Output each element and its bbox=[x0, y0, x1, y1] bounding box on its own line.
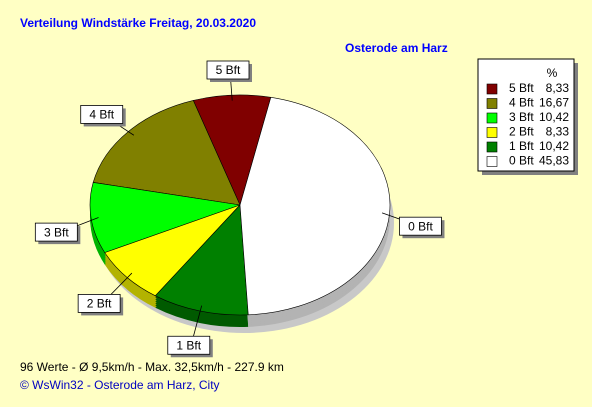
legend-label: 5 Bft bbox=[509, 81, 534, 95]
legend-label: 0 Bft bbox=[509, 154, 534, 168]
label-box bbox=[206, 60, 250, 80]
label-box bbox=[80, 105, 124, 124]
legend-value: 8,33 bbox=[546, 125, 570, 139]
legend-value: 10,42 bbox=[539, 139, 569, 153]
legend-swatch bbox=[486, 141, 498, 153]
slice-label: 4 Bft bbox=[89, 108, 114, 122]
slice-label: 2 Bft bbox=[87, 297, 112, 311]
slice-label: 1 Bft bbox=[176, 338, 201, 352]
footer: 96 Werte - Ø 9,5km/h - Max. 32,5km/h - 2… bbox=[20, 360, 284, 374]
legend-swatch bbox=[486, 127, 498, 138]
legend-swatch bbox=[486, 156, 498, 167]
label-box bbox=[77, 294, 121, 313]
legend-swatch bbox=[486, 112, 498, 124]
label-box bbox=[167, 335, 211, 355]
legend-swatch bbox=[486, 83, 498, 95]
slice-label: 5 Bft bbox=[216, 63, 241, 77]
legend-label: 4 Bft bbox=[509, 96, 534, 110]
slice-label: 0 Bft bbox=[408, 219, 433, 233]
chart-title: Verteilung Windstärke Freitag, 20.03.202… bbox=[20, 16, 256, 30]
legend-label: 2 Bft bbox=[509, 125, 534, 139]
pie-slice bbox=[154, 204, 249, 316]
pie-slice bbox=[89, 182, 241, 253]
legend-value: 10,42 bbox=[539, 110, 569, 124]
legend-value: 16,67 bbox=[539, 96, 569, 110]
slice-label: 3 Bft bbox=[44, 225, 69, 239]
credit: © WsWin32 - Osterode am Harz, City bbox=[20, 378, 220, 392]
legend-value: 45,83 bbox=[539, 154, 569, 168]
legend-value: 8,33 bbox=[546, 81, 570, 95]
label-box bbox=[399, 216, 442, 236]
pie-slice bbox=[239, 97, 391, 316]
label-box bbox=[34, 222, 78, 242]
legend-swatch bbox=[486, 98, 498, 109]
legend-title: % bbox=[547, 66, 558, 80]
chart-subtitle: Osterode am Harz bbox=[345, 41, 448, 55]
legend-label: 3 Bft bbox=[509, 110, 534, 124]
legend-label: 1 Bft bbox=[509, 139, 534, 153]
